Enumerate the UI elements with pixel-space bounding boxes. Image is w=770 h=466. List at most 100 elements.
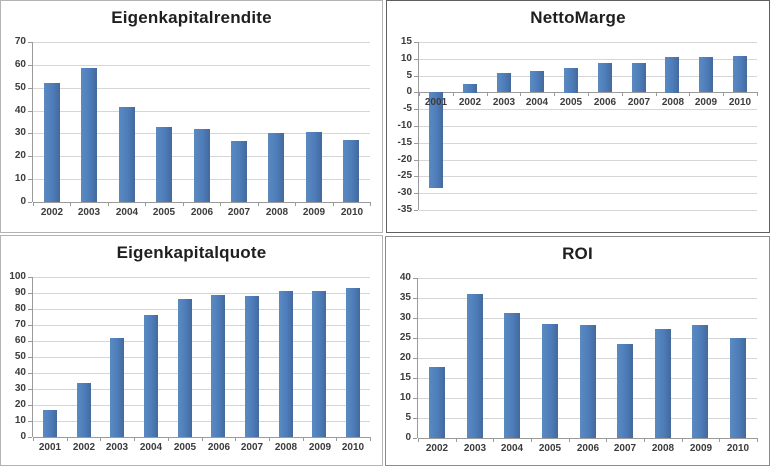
bar: [692, 325, 708, 438]
y-axis-tick-label: 10: [400, 53, 412, 64]
gridline: [33, 341, 370, 342]
x-axis-tick-label: 2007: [240, 442, 264, 453]
chart-title-nettomarge: NettoMarge: [530, 8, 626, 27]
y-axis-tick-label: 10: [399, 392, 411, 403]
gridline: [419, 42, 757, 43]
y-axis-tick-label: 20: [399, 352, 411, 363]
gridline: [419, 76, 757, 77]
y-tick-mark: [413, 298, 417, 299]
bar: [580, 325, 596, 438]
chart-panel-nettomarge: NettoMarge -35 -30 -25 -20 -15 -10 -5 0 5 10 15 200…: [386, 0, 770, 233]
plot-area-roi: 0 5 10 15 20 25 30 35 40 2002 2003 2004 2005 2006 2007…: [400, 273, 758, 454]
y-axis-tick-label: 40: [14, 105, 26, 116]
y-tick-mark: [414, 42, 418, 43]
x-axis-tick-label: 2007: [613, 443, 637, 454]
x-axis-tick-label: 2005: [559, 97, 583, 108]
x-axis-tick-label: 2007: [627, 97, 651, 108]
y-axis-tick-label: 0: [406, 86, 412, 97]
x-axis-tick-mark: [554, 92, 555, 96]
gridline: [419, 193, 757, 194]
gridline: [419, 210, 757, 211]
x-axis-tick-mark: [757, 438, 758, 442]
x-axis-tick-mark: [183, 202, 184, 206]
x-axis-tick-mark: [333, 202, 334, 206]
gridline: [419, 160, 757, 161]
x-axis-tick-label: 2001: [424, 97, 448, 108]
bar: [211, 295, 225, 437]
y-axis-tick-label: 60: [14, 335, 26, 346]
y-tick-mark: [414, 76, 418, 77]
y-tick-mark: [28, 325, 32, 326]
bar: [43, 410, 57, 437]
x-axis-tick-label: 2007: [227, 207, 251, 218]
x-axis-tick-mark: [295, 202, 296, 206]
gridline: [33, 293, 370, 294]
gridline: [33, 309, 370, 310]
x-axis-line: [33, 437, 370, 438]
y-axis-tick-label: 0: [20, 431, 26, 442]
x-axis-tick-label: 2005: [152, 207, 176, 218]
gridline: [418, 278, 757, 279]
y-axis-tick-label: 40: [399, 272, 411, 283]
bar: [268, 133, 284, 202]
y-tick-mark: [28, 111, 32, 112]
x-axis-tick-mark: [100, 437, 101, 441]
y-axis-tick-label: 60: [14, 59, 26, 70]
y-tick-mark: [28, 437, 32, 438]
x-axis-tick-mark: [569, 438, 570, 442]
x-axis-tick-mark: [719, 438, 720, 442]
bar: [429, 92, 443, 188]
x-axis-tick-label: 2010: [340, 207, 364, 218]
x-axis-tick-mark: [67, 437, 68, 441]
plot-area-eigenkapitalquote: 0 10 20 30 40 50 60 70 80 90 100 2001 2002 2003 2004 20…: [9, 272, 371, 453]
bar: [343, 140, 359, 202]
x-axis-tick-label: 2009: [689, 443, 713, 454]
y-axis-tick-label: 70: [14, 36, 26, 47]
y-tick-mark: [28, 156, 32, 157]
x-axis-tick-mark: [622, 92, 623, 96]
bar: [429, 367, 445, 438]
x-axis-tick-mark: [258, 202, 259, 206]
y-tick-mark: [413, 378, 417, 379]
x-axis-tick-label: 2008: [274, 442, 298, 453]
gridline: [33, 88, 370, 89]
y-tick-mark: [414, 160, 418, 161]
y-axis-tick-label: -15: [397, 137, 412, 148]
y-axis-tick-label: 15: [400, 36, 412, 47]
y-tick-mark: [28, 421, 32, 422]
gridline: [33, 65, 370, 66]
y-axis-line: [418, 42, 419, 210]
x-axis-tick-label: 2005: [173, 442, 197, 453]
bar: [119, 107, 135, 202]
y-axis-tick-label: 35: [399, 292, 411, 303]
y-axis-tick-label: 30: [14, 383, 26, 394]
y-tick-mark: [414, 176, 418, 177]
x-axis-tick-label: 2006: [190, 207, 214, 218]
x-axis-tick-mark: [145, 202, 146, 206]
x-axis-tick-label: 2009: [308, 442, 332, 453]
bar: [156, 127, 172, 202]
gridline: [419, 176, 757, 177]
gridline: [33, 325, 370, 326]
y-tick-mark: [28, 309, 32, 310]
gridline: [33, 111, 370, 112]
bar: [81, 68, 97, 202]
x-axis-tick-label: 2009: [694, 97, 718, 108]
x-axis-tick-label: 2008: [661, 97, 685, 108]
bar: [655, 329, 671, 438]
x-axis-tick-mark: [70, 202, 71, 206]
y-axis-tick-label: 20: [14, 150, 26, 161]
y-axis-tick-label: 80: [14, 303, 26, 314]
y-axis-tick-label: 15: [399, 372, 411, 383]
bar: [530, 71, 544, 92]
gridline: [33, 277, 370, 278]
gridline: [418, 298, 757, 299]
y-axis-tick-label: 100: [9, 271, 26, 282]
x-axis-tick-mark: [134, 437, 135, 441]
y-tick-mark: [28, 341, 32, 342]
y-axis-tick-label: -5: [403, 103, 412, 114]
x-axis-tick-label: 2006: [207, 442, 231, 453]
x-axis-tick-mark: [456, 438, 457, 442]
bar: [110, 338, 124, 437]
